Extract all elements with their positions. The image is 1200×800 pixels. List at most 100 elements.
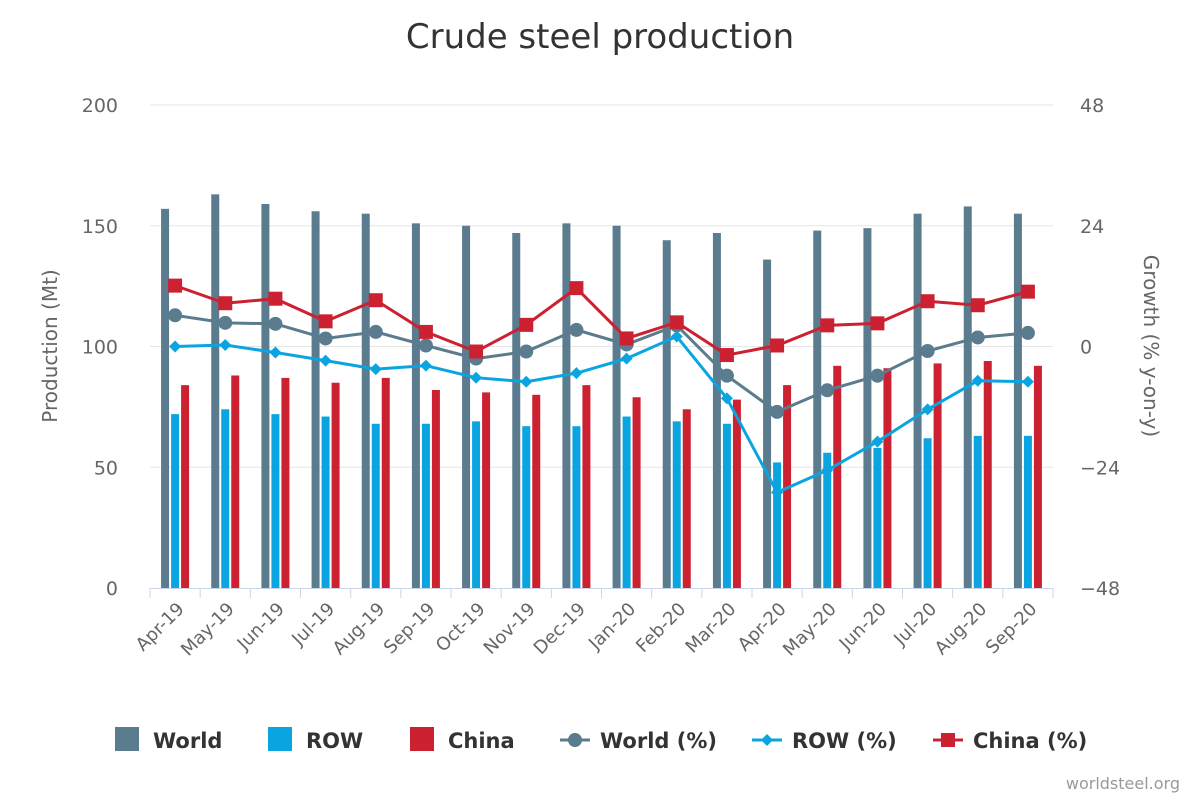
bar-row: [773, 462, 782, 588]
bar-world: [311, 211, 320, 588]
y-tick-label-left: 0: [106, 578, 118, 600]
point-world: [318, 331, 333, 346]
point-china: [469, 344, 484, 359]
point-row: [369, 363, 382, 376]
y-tick-label-right: 0: [1080, 337, 1092, 359]
bar-china: [331, 382, 340, 588]
point-china: [870, 316, 885, 331]
x-tick-label: Aug-19: [329, 599, 389, 659]
bar-china: [732, 399, 741, 588]
bar-row: [973, 435, 982, 588]
point-china: [820, 318, 835, 333]
point-china: [569, 281, 584, 296]
line-row: [175, 334, 1028, 495]
point-world: [970, 330, 985, 345]
point-row: [419, 359, 432, 372]
point-row: [1021, 375, 1034, 388]
bar-china: [1033, 365, 1042, 588]
x-tick-label: May-20: [779, 599, 841, 661]
point-world: [218, 315, 233, 330]
point-row: [771, 486, 784, 499]
point-world: [168, 308, 183, 323]
legend-swatch-world: [115, 727, 139, 751]
bar-world: [512, 232, 521, 588]
bar-row: [171, 414, 180, 588]
bar-row: [873, 447, 882, 588]
bar-world: [863, 228, 872, 589]
bar-row: [572, 426, 581, 588]
bar-china: [682, 409, 691, 588]
point-world: [418, 338, 433, 353]
point-world: [820, 383, 835, 398]
point-row: [570, 367, 583, 380]
point-china: [368, 293, 383, 308]
bar-row: [722, 423, 731, 588]
bars: [161, 194, 1042, 589]
point-china: [418, 324, 433, 339]
point-row: [971, 374, 984, 387]
point-row: [620, 352, 633, 365]
point-world: [770, 404, 785, 419]
bar-world: [161, 208, 170, 588]
y-tick-label-left: 200: [82, 95, 118, 117]
point-world: [519, 344, 534, 359]
bar-row: [371, 423, 380, 588]
legend-label-china: China: [448, 729, 515, 753]
point-china: [168, 278, 183, 293]
x-tick-label: Feb-20: [632, 599, 690, 657]
x-tick-label: Oct-19: [432, 599, 490, 657]
bar-row: [472, 421, 481, 588]
y-tick-label-left: 100: [82, 337, 118, 359]
bar-china: [231, 375, 240, 588]
point-row: [520, 375, 533, 388]
bar-world: [813, 230, 822, 588]
bar-row: [672, 421, 681, 588]
x-tick-label: Jan-20: [584, 599, 640, 655]
lines: [168, 278, 1035, 499]
bar-china: [181, 385, 190, 588]
legend: World ROW China World (%) ROW (%) China (%): [115, 727, 1087, 753]
x-tick-label: Mar-20: [682, 599, 741, 658]
bar-china: [381, 377, 390, 588]
y-axis-label-left: Production (Mt): [38, 269, 62, 422]
y-tick-label-right: 24: [1080, 216, 1104, 238]
bar-world: [562, 223, 571, 588]
point-world: [870, 368, 885, 383]
point-row: [269, 346, 282, 359]
legend-label-row: ROW: [306, 729, 363, 753]
point-row: [871, 435, 884, 448]
legend-swatch-china: [410, 727, 434, 751]
point-row: [720, 392, 733, 405]
point-china: [970, 298, 985, 313]
point-world: [368, 324, 383, 339]
bar-world: [261, 204, 270, 588]
legend-swatch-row: [268, 727, 292, 751]
point-china: [619, 331, 634, 346]
bar-china: [532, 394, 541, 588]
bar-china: [933, 363, 942, 588]
y-axis-label-right: Growth (% y-on-y): [1139, 255, 1163, 437]
point-row: [921, 403, 934, 416]
bar-world: [963, 206, 972, 588]
legend-marker-world: [568, 733, 582, 747]
bar-china: [281, 377, 290, 588]
bar-world: [462, 225, 471, 588]
bar-china: [582, 385, 591, 588]
point-china: [719, 348, 734, 363]
bar-row: [271, 414, 280, 588]
point-china: [770, 338, 785, 353]
bar-world: [763, 259, 772, 588]
point-world: [1020, 325, 1035, 340]
bar-row: [421, 423, 430, 588]
point-china: [268, 291, 283, 306]
y-tick-label-right: −48: [1080, 578, 1120, 600]
legend-label-china: China (%): [973, 729, 1087, 753]
x-tick-label: Nov-19: [480, 599, 540, 659]
x-tick-label: Dec-19: [530, 599, 590, 659]
bar-row: [221, 409, 230, 588]
x-tick-label: Sep-19: [380, 599, 440, 659]
x-tick-label: May-19: [177, 599, 239, 661]
point-row: [319, 354, 332, 367]
y-tick-label-right: −24: [1080, 457, 1120, 479]
